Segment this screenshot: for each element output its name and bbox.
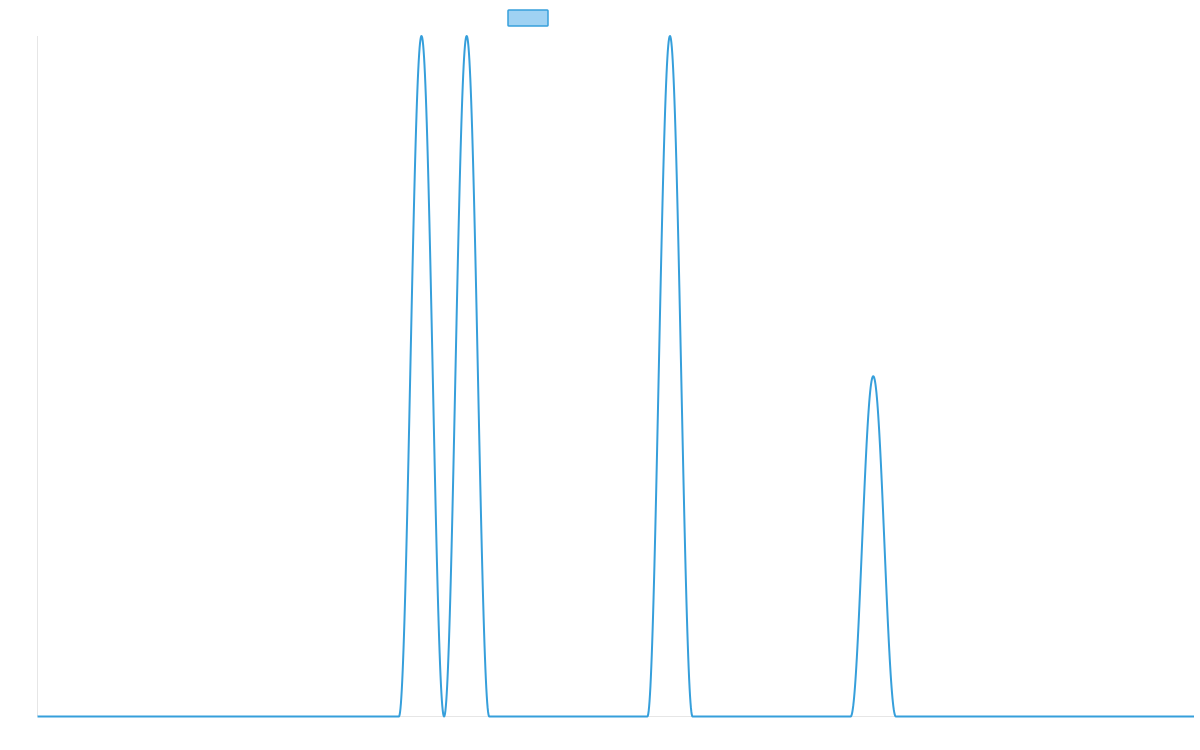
peak-point-0-2[interactable] — [666, 32, 674, 40]
series-line-0[interactable] — [36, 35, 1195, 718]
legend-swatch[interactable] — [507, 9, 549, 27]
peak-point-0-1[interactable] — [463, 32, 471, 40]
series-layer — [36, 32, 1195, 718]
peak-point-0-0[interactable] — [417, 32, 425, 40]
peak-point-0-3[interactable] — [869, 372, 877, 380]
legend[interactable] — [507, 9, 549, 27]
